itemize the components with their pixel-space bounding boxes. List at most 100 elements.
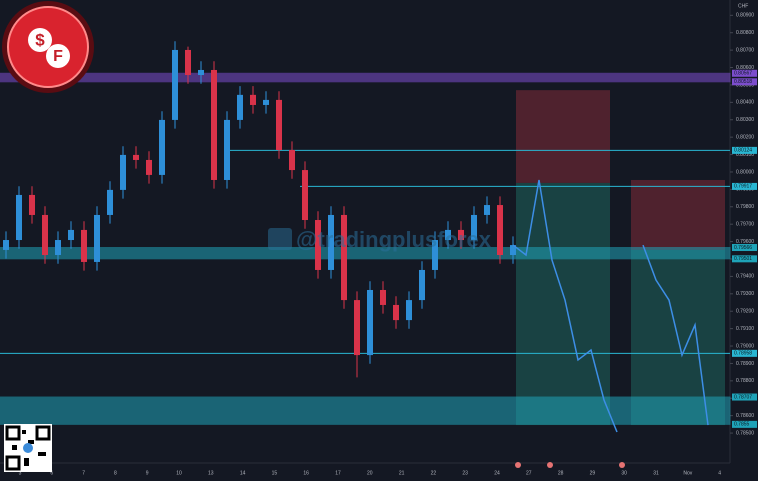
- qr-logo: [23, 443, 33, 453]
- qr-dot: [22, 430, 26, 434]
- y-tick-label: 0.80300: [736, 117, 754, 123]
- y-tick-label: 0.80900: [736, 13, 754, 19]
- price-tag-label: 0.80518: [734, 79, 752, 85]
- price-tag-label: 0.79917: [734, 184, 752, 190]
- price-tag-label: 0.78707: [734, 394, 752, 400]
- candle-body: [328, 214, 334, 270]
- candle-body: [211, 69, 217, 180]
- candle-body: [120, 154, 126, 190]
- watermark-icon: [268, 228, 292, 250]
- candle-body: [42, 214, 48, 255]
- x-tick-label: 6: [50, 470, 53, 476]
- y-tick-label: 0.80800: [736, 30, 754, 36]
- price-tag: [732, 255, 757, 263]
- x-tick-label: 31: [653, 470, 659, 476]
- candle-body: [315, 220, 321, 270]
- candle-body: [471, 214, 477, 241]
- price-tag-label: 0.78958: [734, 351, 752, 357]
- y-tick-label: 0.78800: [736, 378, 754, 384]
- logo-symbol: $: [35, 30, 45, 49]
- projection-line: [512, 179, 709, 433]
- candle-body: [497, 205, 503, 255]
- candle-body: [393, 304, 399, 321]
- y-tick-label: 0.80700: [736, 47, 754, 53]
- price-tag-label: 0.80567: [734, 71, 752, 77]
- candle-body: [367, 289, 373, 356]
- x-tick-label: 17: [335, 470, 341, 476]
- x-tick-label: 23: [462, 470, 468, 476]
- y-tick-label: 0.79600: [736, 239, 754, 245]
- price-tag: [732, 146, 757, 154]
- x-tick-label: 3: [19, 470, 22, 476]
- candle-body: [419, 269, 425, 301]
- qr-finder: [5, 455, 21, 471]
- candle-body: [133, 154, 139, 160]
- y-tick-label: 0.78500: [736, 430, 754, 436]
- qr-dot: [12, 445, 17, 450]
- price-tag: [732, 69, 757, 77]
- candle-body: [172, 49, 178, 120]
- candle-body: [94, 214, 100, 262]
- candle-body: [198, 69, 204, 76]
- x-tick-label: 10: [176, 470, 182, 476]
- price-tag: [732, 182, 757, 190]
- candle-body: [185, 49, 191, 76]
- x-tick-label: 9: [146, 470, 149, 476]
- candle-body: [55, 240, 61, 255]
- y-tick-label: 0.79200: [736, 309, 754, 315]
- logo: $ F: [2, 1, 94, 93]
- event-icon: [619, 462, 625, 468]
- candle-body: [354, 300, 360, 356]
- candle-body: [68, 229, 74, 241]
- candle-body: [432, 240, 438, 270]
- y-tick-label: 0.79700: [736, 222, 754, 228]
- y-tick-label: 0.80200: [736, 134, 754, 140]
- qr-dot: [28, 440, 34, 444]
- candle-body: [29, 194, 35, 215]
- candle-body: [458, 229, 464, 241]
- x-tick-label: 13: [208, 470, 214, 476]
- candle-body: [510, 245, 516, 255]
- candle-body: [289, 150, 295, 171]
- y-tick-label: 0.80100: [736, 152, 754, 158]
- price-tag: [732, 349, 757, 357]
- candle-body: [250, 94, 256, 105]
- x-tick-label: 30: [621, 470, 627, 476]
- y-tick-label: 0.78900: [736, 361, 754, 367]
- logo-coin: [28, 28, 52, 52]
- qr-dot: [38, 452, 46, 456]
- stop-zone: [631, 179, 725, 250]
- target-zone: [516, 182, 610, 426]
- qr-dot: [24, 458, 29, 466]
- candle-body: [445, 229, 451, 241]
- zone: [0, 247, 731, 260]
- candle-body: [406, 300, 412, 321]
- y-tick-label: 0.78600: [736, 413, 754, 419]
- x-tick-label: 22: [431, 470, 437, 476]
- event-icon: [515, 462, 521, 468]
- candle-body: [484, 205, 490, 215]
- x-tick-label: 15: [272, 470, 278, 476]
- x-tick-label: Nov: [683, 470, 692, 476]
- y-tick-label: 0.79300: [736, 291, 754, 297]
- candle-body: [276, 99, 282, 151]
- candle-body: [237, 94, 243, 120]
- logo-symbol: F: [53, 48, 63, 65]
- y-tick-label: 0.79800: [736, 204, 754, 210]
- x-tick-label: 29: [590, 470, 596, 476]
- candle-body: [341, 214, 347, 301]
- price-tag: [732, 393, 757, 401]
- zone: [0, 396, 731, 425]
- candle-body: [16, 194, 22, 241]
- x-tick-label: 27: [526, 470, 532, 476]
- y-tick-label: 0.80000: [736, 169, 754, 175]
- price-tag-label: 0.79501: [734, 256, 752, 262]
- x-tick-label: 20: [367, 470, 373, 476]
- y-tick-label: 0.80600: [736, 65, 754, 71]
- candle-body: [107, 189, 113, 215]
- watermark: @tradingplusforex: [268, 227, 492, 252]
- y-tick-label: 0.80400: [736, 100, 754, 106]
- x-tick-label: 8: [114, 470, 117, 476]
- candle-body: [146, 159, 152, 175]
- price-tag: [732, 78, 757, 86]
